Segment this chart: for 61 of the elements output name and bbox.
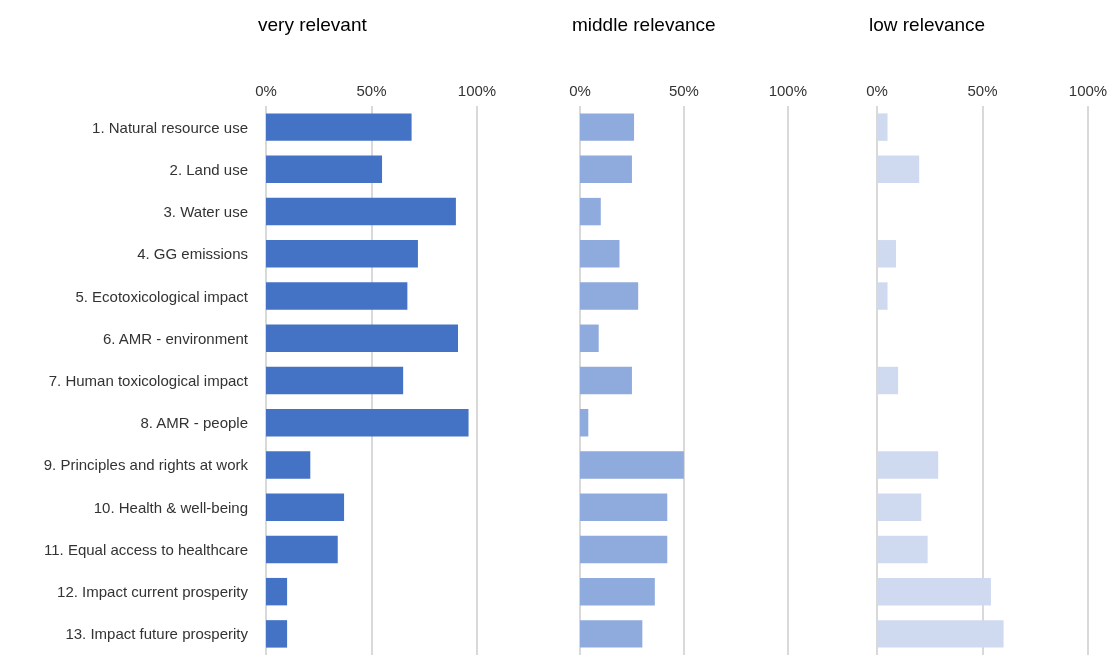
x-tick-label: 50% [356, 82, 387, 99]
x-tick-label: 100% [768, 82, 808, 99]
bar [266, 409, 469, 437]
bar [580, 113, 635, 141]
bar [877, 282, 888, 310]
bar [580, 324, 599, 352]
bar [580, 366, 632, 395]
bar [580, 155, 632, 184]
bar [266, 324, 459, 352]
bar [877, 535, 928, 564]
bar [266, 240, 418, 268]
y-tick-label: 10. Health & well-being [93, 498, 248, 516]
bar [580, 282, 639, 310]
bar [877, 451, 939, 479]
y-tick-label: 8. AMR - people [140, 414, 248, 432]
bar [877, 240, 896, 268]
bar [580, 197, 601, 226]
bar [580, 409, 589, 437]
y-tick-label: 11. Equal access to healthcare [43, 540, 248, 558]
bar [266, 620, 288, 648]
bar [266, 493, 345, 521]
y-tick-label: 5. Ecotoxicological impact [75, 287, 249, 305]
y-tick-label: 1. Natural resource use [92, 118, 248, 136]
y-tick-label: 13. Impact future prosperity [65, 625, 249, 643]
x-tick-label: 0% [866, 82, 888, 99]
x-tick-label: 100% [457, 82, 497, 99]
y-tick-label: 3. Water use [163, 203, 248, 221]
bar [580, 451, 684, 479]
bar [580, 577, 655, 606]
bar [580, 535, 668, 564]
y-tick-label: 6. AMR - environment [102, 329, 249, 347]
bar [877, 366, 899, 395]
bar [266, 577, 288, 606]
bar [266, 535, 338, 564]
chart-title: low relevance [869, 14, 986, 35]
bar [266, 451, 311, 479]
bar [266, 155, 383, 184]
chart-title: very relevant [258, 14, 368, 35]
x-tick-label: 50% [967, 82, 998, 99]
y-tick-label: 2. Land use [169, 160, 248, 178]
y-tick-label: 4. GG emissions [137, 245, 248, 263]
bar [877, 113, 888, 141]
bar [877, 493, 922, 521]
bar [580, 620, 643, 648]
bar [266, 366, 404, 395]
bar [266, 113, 412, 141]
bar [877, 620, 1004, 648]
y-tick-label: 9. Principles and rights at work [43, 456, 249, 474]
x-tick-label: 100% [1068, 82, 1108, 99]
y-tick-label: 12. Impact current prosperity [57, 583, 249, 601]
x-tick-label: 0% [569, 82, 591, 99]
bar [580, 240, 620, 268]
x-tick-label: 0% [255, 82, 277, 99]
bar [266, 282, 408, 310]
bar [877, 155, 920, 184]
bar [580, 493, 668, 521]
chart-title: middle relevance [572, 14, 716, 35]
bar [266, 197, 456, 226]
bar [877, 577, 991, 606]
y-tick-label: 7. Human toxicological impact [48, 372, 249, 389]
x-tick-label: 50% [668, 82, 699, 99]
